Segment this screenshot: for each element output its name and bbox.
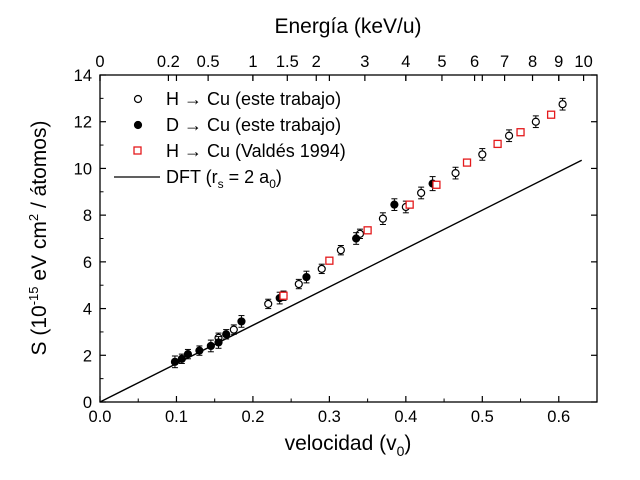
d-este-point (195, 346, 204, 355)
d-este-point (170, 357, 180, 366)
y-axis-title: S (10-15 eV cm2 / átomos) (26, 121, 51, 356)
legend-marker-h-este (133, 94, 143, 104)
top-tick-label: 5 (437, 53, 446, 71)
top-tick-label: 3 (360, 53, 369, 71)
h-este-point (558, 100, 567, 109)
x-tick-label: 0.2 (241, 408, 264, 426)
valdes-point (363, 226, 372, 235)
top-axis-title: Energía (keV/u) (274, 15, 421, 38)
x-tick-label: 0.6 (547, 408, 570, 426)
h-este-point (336, 246, 345, 255)
valdes-point (493, 139, 502, 149)
y-tick-label: 14 (74, 67, 92, 85)
x-axis-title: velocidad (v0) (285, 432, 412, 459)
y-tick-label: 10 (74, 160, 92, 178)
legend-label-dft: DFT (rs = 2 a0) (166, 167, 282, 191)
y-tick-label: 0 (83, 394, 92, 412)
d-este-point (352, 234, 361, 243)
dft-line (99, 159, 583, 403)
series-layer (99, 97, 583, 403)
d-este-point (222, 330, 231, 339)
legend-marker-d-este (133, 120, 143, 130)
top-tick-label: 2 (312, 53, 321, 71)
top-tick-label: 1 (248, 53, 257, 71)
valdes-point (432, 180, 441, 189)
valdes-point (462, 158, 472, 167)
top-tick-label: 0.2 (157, 53, 180, 71)
h-este-point (531, 117, 540, 126)
d-este-point (237, 317, 246, 326)
h-este-point (317, 264, 326, 273)
y-axis: 0 2 4 6 8 10 12 14 (74, 67, 597, 412)
legend-label-d-este: D → Cu (este trabajo) (166, 115, 341, 135)
top-tick-label: 9 (554, 53, 563, 71)
legend-marker-valdes (133, 146, 142, 155)
y-tick-label: 8 (83, 207, 92, 225)
d-este-point (206, 341, 215, 351)
h-este-point (504, 131, 514, 140)
valdes-point (325, 256, 334, 265)
x-tick-label: 0.5 (471, 408, 494, 426)
h-este-point (294, 279, 303, 289)
top-tick-label: 7 (500, 53, 509, 71)
h-este-point (378, 214, 388, 223)
top-tick-label: 0 (95, 53, 104, 71)
top-axis: 0 0.2 0.5 1 1.5 2 3 4 5 6 7 8 9 10 (95, 53, 593, 81)
d-este-point (390, 200, 399, 209)
d-este-point (183, 350, 193, 359)
valdes-point (279, 291, 288, 300)
h-este-point (451, 169, 460, 178)
x-tick-label: 0.4 (394, 408, 417, 426)
legend-label-valdes: H → Cu (Valdés 1994) (166, 141, 346, 161)
d-este-point (177, 354, 186, 363)
d-este-point (302, 272, 311, 282)
top-tick-label: 1.5 (276, 53, 299, 71)
h-este-point (264, 299, 273, 308)
valdes-point (546, 110, 556, 119)
d-este-point (214, 338, 223, 347)
y-tick-label: 12 (74, 114, 92, 132)
h-este-point (229, 325, 238, 334)
legend: H → Cu (este trabajo) D → Cu (este traba… (114, 89, 346, 191)
h-este-point (417, 188, 426, 198)
valdes-point (405, 200, 414, 209)
x-tick-label: 0.1 (165, 408, 188, 426)
y-tick-label: 6 (83, 254, 92, 272)
top-tick-label: 4 (401, 53, 410, 71)
x-tick-label: 0.0 (89, 408, 112, 426)
top-tick-label: 8 (528, 53, 537, 71)
top-tick-label: 0.5 (197, 53, 220, 71)
x-tick-label: 0.3 (318, 408, 341, 426)
y-tick-label: 2 (83, 347, 92, 365)
top-tick-label: 6 (470, 53, 479, 71)
valdes-point (516, 128, 525, 137)
y-tick-label: 4 (83, 301, 92, 319)
top-tick-label: 10 (574, 53, 592, 71)
legend-label-h-este: H → Cu (este trabajo) (166, 89, 341, 109)
h-este-point (478, 150, 487, 159)
